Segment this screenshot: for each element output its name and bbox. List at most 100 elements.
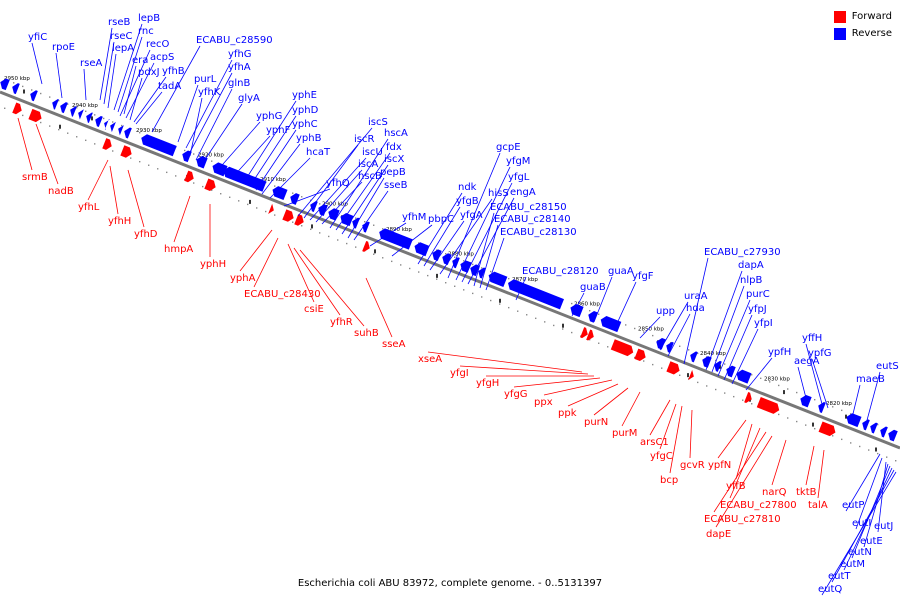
leader-line	[485, 237, 505, 291]
leader-line	[593, 387, 629, 416]
kbp-ticks: 2950 kbp 2940 kbp 2930 kbp 2920 kbp 2910 kbp…	[4, 76, 877, 452]
guide-dot	[319, 203, 321, 205]
leader-line	[215, 121, 261, 173]
reverse-gene-label: hda	[686, 303, 705, 314]
forward-feature	[666, 361, 680, 375]
reverse-gene-label: dapA	[738, 260, 764, 271]
leader-line	[731, 328, 759, 385]
reverse-feature	[600, 315, 622, 333]
guide-dot	[67, 132, 69, 134]
guide-dot	[751, 403, 753, 405]
leader-line	[189, 72, 233, 153]
forward-feature	[268, 203, 274, 214]
leader-line	[177, 84, 199, 143]
forward-gene-label: ECABU_c27810	[704, 514, 781, 525]
forward-gene-label: yfgI	[450, 368, 469, 379]
reverse-gene-label: era	[132, 55, 148, 66]
leader-line	[447, 152, 501, 279]
leader-line	[87, 159, 109, 201]
guide-dot	[76, 136, 78, 138]
guide-dot	[769, 381, 771, 383]
guide-dot	[850, 442, 852, 444]
guide-dot	[850, 413, 852, 415]
reverse-gene-label: hscB	[358, 171, 382, 182]
guide-dot	[130, 157, 132, 159]
legend-reverse-label: Reverse	[851, 28, 892, 39]
guide-dot	[382, 257, 384, 259]
guide-dot	[4, 107, 6, 109]
reverse-gene-label: iscS	[368, 117, 388, 128]
reverse-feature	[666, 341, 674, 353]
guide-dot	[76, 107, 78, 109]
guide-dot	[220, 193, 222, 195]
reverse-feature	[880, 426, 888, 438]
leader-line	[127, 169, 145, 228]
tick-label: 2920 kbp	[198, 153, 224, 159]
guide-dot	[229, 196, 231, 198]
leader-line	[593, 276, 613, 323]
forward-gene-label: ypfN	[708, 460, 731, 471]
forward-gene-label: yfgG	[504, 389, 528, 400]
reverse-feature	[340, 213, 354, 227]
leader-line	[269, 157, 311, 199]
guide-dot	[787, 417, 789, 419]
reverse-gene-label: rpoE	[52, 42, 75, 53]
reverse-feature	[223, 166, 267, 192]
guide-dot	[355, 217, 357, 219]
forward-feature	[756, 397, 780, 414]
guide-dot	[265, 210, 267, 213]
forward-gene-label: arsC1	[640, 437, 669, 448]
leader-line	[303, 144, 359, 219]
reverse-gene-label: yphB	[296, 133, 322, 144]
reverse-gene-label: iscA	[358, 159, 378, 170]
guide-dot	[589, 309, 591, 312]
forward-gene-label: ECABU_c28430	[244, 289, 321, 300]
reverse-gene-label: rseA	[80, 58, 102, 69]
guide-dot	[742, 399, 744, 401]
guide-dot	[877, 452, 879, 455]
guide-dot	[805, 424, 807, 426]
reverse-feature	[818, 402, 826, 413]
guide-dot	[751, 374, 753, 376]
reverse-gene-label: eutT	[828, 571, 851, 582]
leader-line	[797, 366, 807, 399]
guide-dot	[697, 381, 699, 384]
guide-dot	[337, 239, 339, 241]
guide-dot	[418, 242, 420, 244]
leader-line	[231, 135, 271, 179]
guide-dot	[517, 310, 519, 312]
leader-line	[877, 461, 887, 533]
guide-dot	[85, 110, 87, 113]
leader-line	[713, 431, 767, 513]
reverse-feature	[414, 242, 430, 257]
reverse-feature	[290, 193, 300, 205]
reverse-gene-label: purC	[746, 289, 770, 300]
guide-dot	[877, 423, 879, 426]
reverse-gene-label: rnc	[138, 26, 154, 37]
guide-dot	[679, 374, 681, 376]
reverse-feature	[702, 356, 712, 368]
forward-gene-label: yfhL	[78, 202, 100, 213]
leader-line	[189, 97, 203, 157]
leader-line	[821, 471, 897, 596]
leader-line	[543, 379, 613, 396]
guide-dot	[634, 327, 636, 330]
guide-dot	[13, 82, 15, 84]
reverse-feature	[182, 150, 192, 163]
forward-feature	[102, 138, 112, 150]
leader-line	[83, 68, 87, 101]
reverse-gene-label: eutI	[852, 518, 871, 529]
reverse-feature	[118, 125, 124, 136]
leader-line	[99, 27, 113, 101]
guide-dot	[292, 192, 294, 194]
reverse-gene-label: yfhB	[162, 66, 185, 77]
guide-dot	[778, 413, 780, 416]
reverse-gene-label: recO	[146, 39, 170, 50]
reverse-feature	[452, 257, 460, 269]
guide-dot	[310, 228, 312, 231]
reverse-gene-label: hscA	[384, 128, 408, 139]
forward-gene-label: yfgC	[650, 451, 673, 462]
reverse-feature	[862, 419, 870, 431]
reverse-gene-label: yfhK	[198, 87, 221, 98]
guide-dot	[643, 360, 645, 362]
